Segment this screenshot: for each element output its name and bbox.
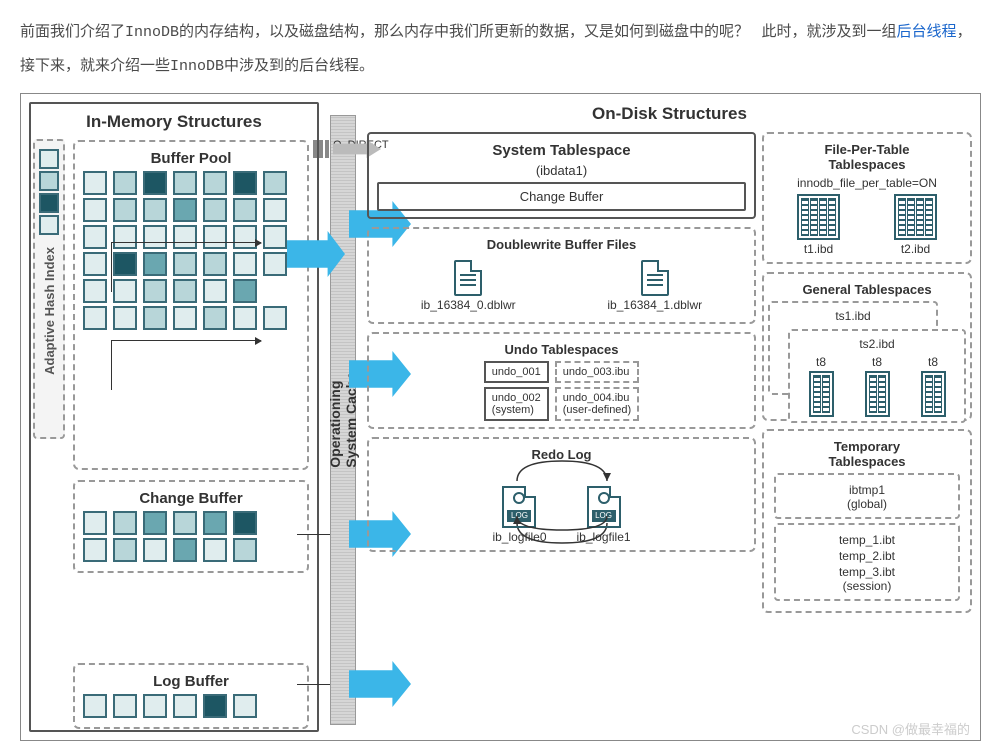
buffer-cell xyxy=(233,198,257,222)
buffer-cell xyxy=(203,198,227,222)
buffer-cell xyxy=(143,306,167,330)
doublewrite-buffer: Doublewrite Buffer Files ib_16384_0.dblw… xyxy=(367,227,756,324)
buffer-cell xyxy=(83,279,107,303)
buffer-cell xyxy=(143,694,167,718)
buffer-cell xyxy=(233,252,257,276)
buffer-cell xyxy=(173,694,197,718)
redo-log: Redo Log LOGib_logfile0 LOGib_logfile1 xyxy=(367,437,756,552)
buffer-cell xyxy=(173,171,197,195)
general-tablespaces: General Tablespaces ts1.ibd t3 t4 t5 ts2… xyxy=(762,272,972,421)
buffer-cell xyxy=(233,694,257,718)
buffer-cell xyxy=(113,198,137,222)
buffer-cell xyxy=(233,306,257,330)
buffer-cell xyxy=(39,149,59,169)
buffer-cell xyxy=(83,694,107,718)
adaptive-hash-index: Adaptive Hash Index xyxy=(33,139,65,439)
buffer-cell xyxy=(83,252,107,276)
buffer-cell xyxy=(173,225,197,249)
buffer-cell xyxy=(203,279,227,303)
buffer-cell xyxy=(143,252,167,276)
buffer-cell xyxy=(203,171,227,195)
buffer-cell xyxy=(39,193,59,213)
watermark: CSDN @做最幸福的 xyxy=(851,719,970,738)
buffer-cell xyxy=(203,694,227,718)
buffer-cell xyxy=(143,511,167,535)
system-tablespace: System Tablespace (ibdata1) Change Buffe… xyxy=(367,132,756,219)
log-buffer: Log Buffer xyxy=(73,663,309,729)
buffer-cell xyxy=(83,306,107,330)
on-disk-title: On-Disk Structures xyxy=(367,104,972,124)
buffer-cell xyxy=(233,279,257,303)
buffer-cell xyxy=(203,306,227,330)
buffer-cell xyxy=(173,252,197,276)
buffer-cell xyxy=(233,225,257,249)
in-memory-title: In-Memory Structures xyxy=(39,112,309,132)
innodb-architecture-diagram: In-Memory Structures Adaptive Hash Index… xyxy=(20,93,981,741)
buffer-cell xyxy=(233,171,257,195)
buffer-cell xyxy=(113,225,137,249)
os-cache: Operationing System Cache xyxy=(330,115,356,725)
link-bgthread[interactable]: 后台线程 xyxy=(897,23,957,40)
buffer-cell xyxy=(203,225,227,249)
buffer-cell xyxy=(83,225,107,249)
buffer-cell xyxy=(83,511,107,535)
buffer-cell xyxy=(143,279,167,303)
buffer-cell xyxy=(233,538,257,562)
buffer-cell xyxy=(173,538,197,562)
buffer-cell xyxy=(113,694,137,718)
buffer-cell xyxy=(113,511,137,535)
buffer-cell xyxy=(173,198,197,222)
buffer-cell xyxy=(83,198,107,222)
buffer-cell xyxy=(83,538,107,562)
buffer-cell xyxy=(39,171,59,191)
buffer-cell xyxy=(173,306,197,330)
buffer-cell xyxy=(203,538,227,562)
tablespace-icon xyxy=(894,194,937,240)
buffer-cell xyxy=(113,279,137,303)
buffer-cell xyxy=(263,198,287,222)
buffer-cell xyxy=(173,511,197,535)
buffer-cell xyxy=(113,538,137,562)
buffer-cell xyxy=(113,252,137,276)
buffer-cell xyxy=(143,171,167,195)
intro-text: 前面我们介绍了InnoDB的内存结构，以及磁盘结构，那么内存中我们所更新的数据，… xyxy=(20,15,981,83)
buffer-cell xyxy=(143,198,167,222)
buffer-cell xyxy=(263,252,287,276)
buffer-cell xyxy=(113,171,137,195)
buffer-cell xyxy=(83,171,107,195)
buffer-cell xyxy=(39,215,59,235)
buffer-cell xyxy=(143,538,167,562)
buffer-cell xyxy=(143,225,167,249)
tablespace-icon xyxy=(797,194,840,240)
buffer-pool: Buffer Pool xyxy=(73,140,309,470)
buffer-cell xyxy=(203,511,227,535)
file-per-table-ts: File-Per-Table Tablespaces innodb_file_p… xyxy=(762,132,972,264)
undo-tablespaces: Undo Tablespaces undo_001 undo_002 (syst… xyxy=(367,332,756,429)
buffer-cell xyxy=(173,279,197,303)
buffer-cell xyxy=(233,511,257,535)
temporary-tablespaces: Temporary Tablespaces ibtmp1 (global) te… xyxy=(762,429,972,613)
file-icon xyxy=(641,260,669,296)
buffer-cell xyxy=(113,306,137,330)
file-icon xyxy=(454,260,482,296)
buffer-cell xyxy=(263,171,287,195)
buffer-cell xyxy=(263,225,287,249)
buffer-cell xyxy=(203,252,227,276)
change-buffer: Change Buffer xyxy=(73,480,309,573)
buffer-cell xyxy=(263,306,287,330)
in-memory-structures: In-Memory Structures Adaptive Hash Index… xyxy=(29,102,319,732)
